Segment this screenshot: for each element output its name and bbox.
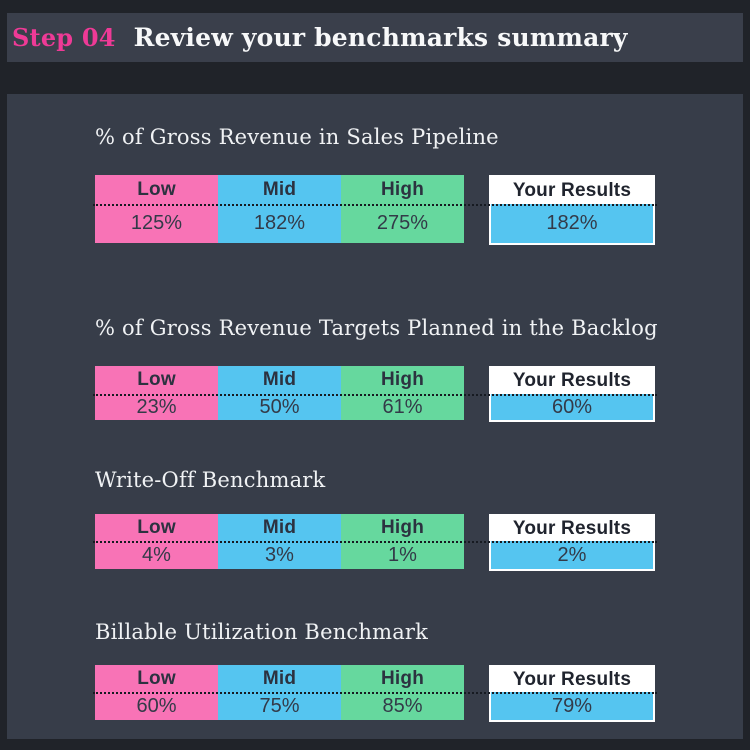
mid-column: Mid 3% [218, 514, 341, 571]
your-results-header: Your Results [491, 177, 653, 204]
mid-column: Mid 182% [218, 175, 341, 245]
mid-value: 75% [218, 692, 341, 720]
high-column: High 1% [341, 514, 464, 571]
high-value: 1% [341, 541, 464, 569]
mid-value: 3% [218, 541, 341, 569]
low-value: 125% [95, 204, 218, 243]
high-column: High 275% [341, 175, 464, 245]
your-results-table: Your Results 2% [489, 514, 655, 571]
mid-column: Mid 50% [218, 366, 341, 422]
benchmark-section-sales-pipeline: % of Gross Revenue in Sales Pipeline Low… [93, 124, 743, 245]
high-header: High [341, 366, 464, 394]
benchmark-row: Low 125% Mid 182% High 275% Your Results… [93, 175, 657, 245]
mid-value: 182% [218, 204, 341, 243]
your-results-header: Your Results [491, 516, 653, 541]
benchmark-table: Low 23% Mid 50% High 61% [95, 366, 464, 422]
your-results-table: Your Results 182% [489, 175, 655, 245]
high-value: 275% [341, 204, 464, 243]
low-column: Low 60% [95, 665, 218, 722]
your-results-table: Your Results 79% [489, 665, 655, 722]
summary-panel: % of Gross Revenue in Sales Pipeline Low… [7, 94, 743, 739]
mid-header: Mid [218, 665, 341, 692]
benchmark-table: Low 60% Mid 75% High 85% [95, 665, 464, 722]
your-results-value: 2% [491, 541, 653, 569]
high-column: High 85% [341, 665, 464, 722]
mid-value: 50% [218, 394, 341, 420]
mid-header: Mid [218, 175, 341, 204]
low-value: 60% [95, 692, 218, 720]
step-label: Step 04 [12, 23, 116, 52]
high-value: 85% [341, 692, 464, 720]
your-results-value: 79% [491, 692, 653, 720]
your-results-value: 182% [491, 204, 653, 243]
your-results-header: Your Results [491, 368, 653, 394]
benchmark-title: Billable Utilization Benchmark [95, 620, 429, 644]
low-header: Low [95, 514, 218, 541]
high-column: High 61% [341, 366, 464, 422]
benchmark-title: % of Gross Revenue Targets Planned in th… [95, 316, 658, 340]
high-header: High [341, 175, 464, 204]
benchmark-table: Low 4% Mid 3% High 1% [95, 514, 464, 571]
low-column: Low 23% [95, 366, 218, 422]
low-value: 4% [95, 541, 218, 569]
high-header: High [341, 665, 464, 692]
low-value: 23% [95, 394, 218, 420]
header-bar: Step 04 Review your benchmarks summary [7, 13, 743, 62]
your-results-table: Your Results 60% [489, 366, 655, 422]
benchmark-row: Low 60% Mid 75% High 85% Your Results 79… [93, 665, 657, 722]
benchmark-title: Write-Off Benchmark [95, 468, 326, 492]
low-header: Low [95, 665, 218, 692]
low-column: Low 125% [95, 175, 218, 245]
benchmark-section-backlog: % of Gross Revenue Targets Planned in th… [93, 315, 743, 422]
benchmark-table: Low 125% Mid 182% High 275% [95, 175, 464, 245]
benchmark-row: Low 23% Mid 50% High 61% Your Results 60… [93, 366, 657, 422]
benchmark-section-billable-utilization: Billable Utilization Benchmark Low 60% M… [93, 619, 743, 722]
your-results-value: 60% [491, 394, 653, 420]
mid-column: Mid 75% [218, 665, 341, 722]
benchmark-row: Low 4% Mid 3% High 1% Your Results 2% [93, 514, 657, 571]
benchmark-title: % of Gross Revenue in Sales Pipeline [95, 125, 499, 149]
low-column: Low 4% [95, 514, 218, 571]
mid-header: Mid [218, 514, 341, 541]
your-results-header: Your Results [491, 667, 653, 692]
low-header: Low [95, 366, 218, 394]
page-title: Review your benchmarks summary [133, 23, 628, 52]
mid-header: Mid [218, 366, 341, 394]
high-header: High [341, 514, 464, 541]
low-header: Low [95, 175, 218, 204]
benchmark-section-write-off: Write-Off Benchmark Low 4% Mid 3% High 1… [93, 467, 743, 571]
high-value: 61% [341, 394, 464, 420]
